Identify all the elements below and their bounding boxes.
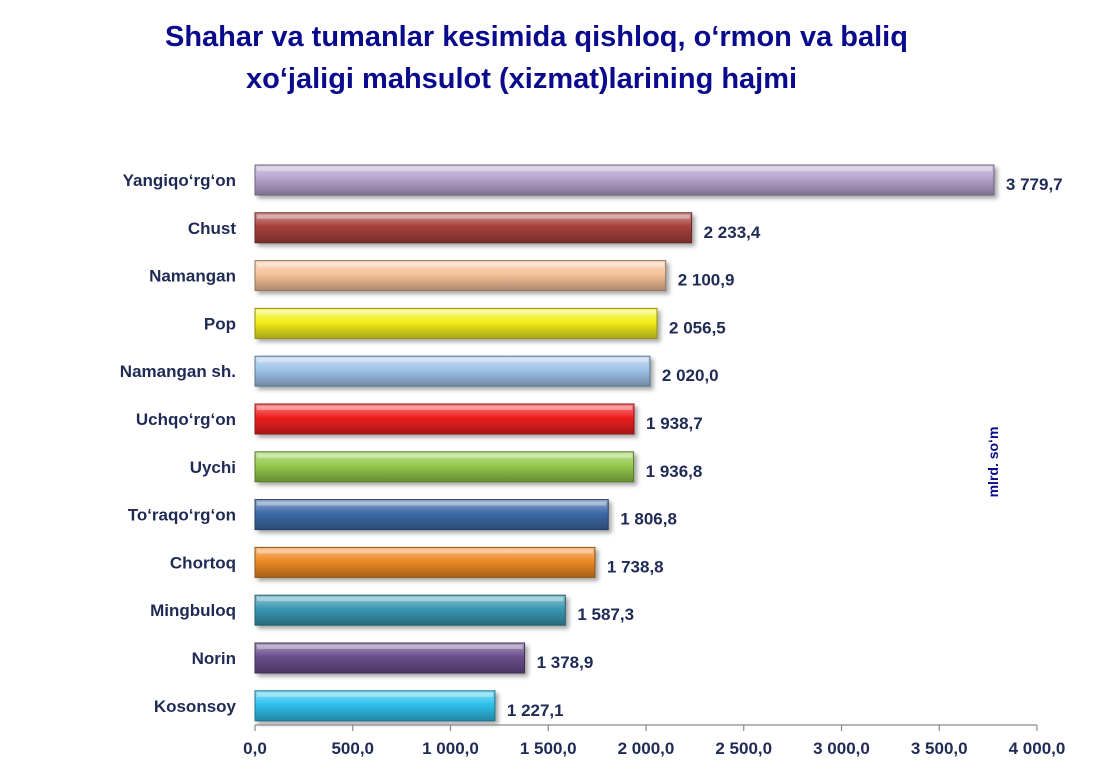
bar-0	[254, 164, 995, 196]
bar-highlight-11	[257, 692, 493, 697]
category-label-3: Pop	[204, 314, 236, 333]
category-label-8: Chortoq	[170, 553, 236, 572]
bar-1	[254, 212, 693, 244]
bar-highlight-3	[257, 310, 656, 315]
bar-11	[254, 690, 496, 722]
category-label-6: Uychi	[190, 458, 236, 477]
category-label-4: Namangan sh.	[120, 362, 236, 381]
x-tick-label-6: 3 000,0	[813, 739, 870, 758]
bar-10	[254, 642, 526, 674]
value-label-0: 3 779,7	[1006, 175, 1063, 194]
category-label-9: Mingbuloq	[150, 601, 236, 620]
x-tick-label-4: 2 000,0	[618, 739, 675, 758]
x-tick-label-7: 3 500,0	[911, 739, 968, 758]
value-label-9: 1 587,3	[577, 605, 634, 624]
bar-highlight-0	[257, 167, 992, 171]
bar-highlight-10	[257, 645, 523, 649]
chart-title-line-1: Shahar va tumanlar kesimida qishloq, o‘r…	[165, 21, 908, 53]
value-label-2: 2 100,9	[678, 271, 735, 290]
x-tick-label-2: 1 000,0	[422, 739, 479, 758]
value-label-5: 1 938,7	[646, 414, 703, 433]
bar-highlight-7	[257, 501, 607, 506]
bar-7	[254, 499, 609, 531]
category-label-1: Chust	[188, 219, 237, 238]
value-label-6: 1 936,8	[646, 462, 703, 481]
category-label-5: Uchqo‘rg‘on	[136, 410, 236, 429]
bar-8	[254, 546, 596, 578]
bar-2	[254, 260, 667, 292]
x-tick-label-0: 0,0	[243, 739, 267, 758]
value-label-8: 1 738,8	[607, 557, 664, 576]
category-label-11: Kosonsoy	[154, 697, 237, 716]
bar-highlight-1	[257, 214, 690, 219]
bar-highlight-6	[257, 453, 632, 458]
value-label-11: 1 227,1	[507, 701, 564, 720]
x-axis: 0,0 500,0 1 000,0 1 500,0 2 000,0 2 500,0 3 00…	[243, 724, 1066, 758]
bars-layer	[254, 164, 995, 722]
x-tick-label-8: 4 000,0	[1009, 739, 1066, 758]
value-label-4: 2 020,0	[662, 366, 719, 385]
bar-highlight-5	[257, 406, 633, 410]
bar-highlight-2	[257, 262, 664, 267]
bar-3	[254, 307, 658, 339]
category-label-0: Yangiqo‘rg‘on	[123, 171, 236, 190]
chart-title-line-2: xo‘jaligi mahsulot (xizmat)larining hajm…	[246, 63, 798, 95]
category-label-10: Norin	[192, 649, 236, 668]
value-label-1: 2 233,4	[704, 223, 761, 242]
bar-4	[254, 355, 651, 387]
bar-highlight-4	[257, 358, 648, 363]
value-label-3: 2 056,5	[669, 318, 726, 337]
labels-layer: Yangiqo‘rg‘on 3 779,7 Chust 2 233,4 Namangan…	[120, 171, 1063, 720]
bar-highlight-9	[257, 597, 564, 602]
value-label-7: 1 806,8	[620, 510, 677, 529]
category-label-2: Namangan	[149, 267, 236, 286]
bar-highlight-8	[257, 549, 593, 554]
bar-5	[254, 403, 635, 435]
x-tick-label-3: 1 500,0	[520, 739, 577, 758]
x-tick-label-5: 2 500,0	[715, 739, 772, 758]
category-label-7: To‘raqo‘rg‘on	[128, 506, 236, 525]
bar-9	[254, 594, 566, 626]
value-label-10: 1 378,9	[537, 653, 594, 672]
bar-6	[254, 451, 635, 483]
x-tick-label-1: 500,0	[331, 739, 374, 758]
